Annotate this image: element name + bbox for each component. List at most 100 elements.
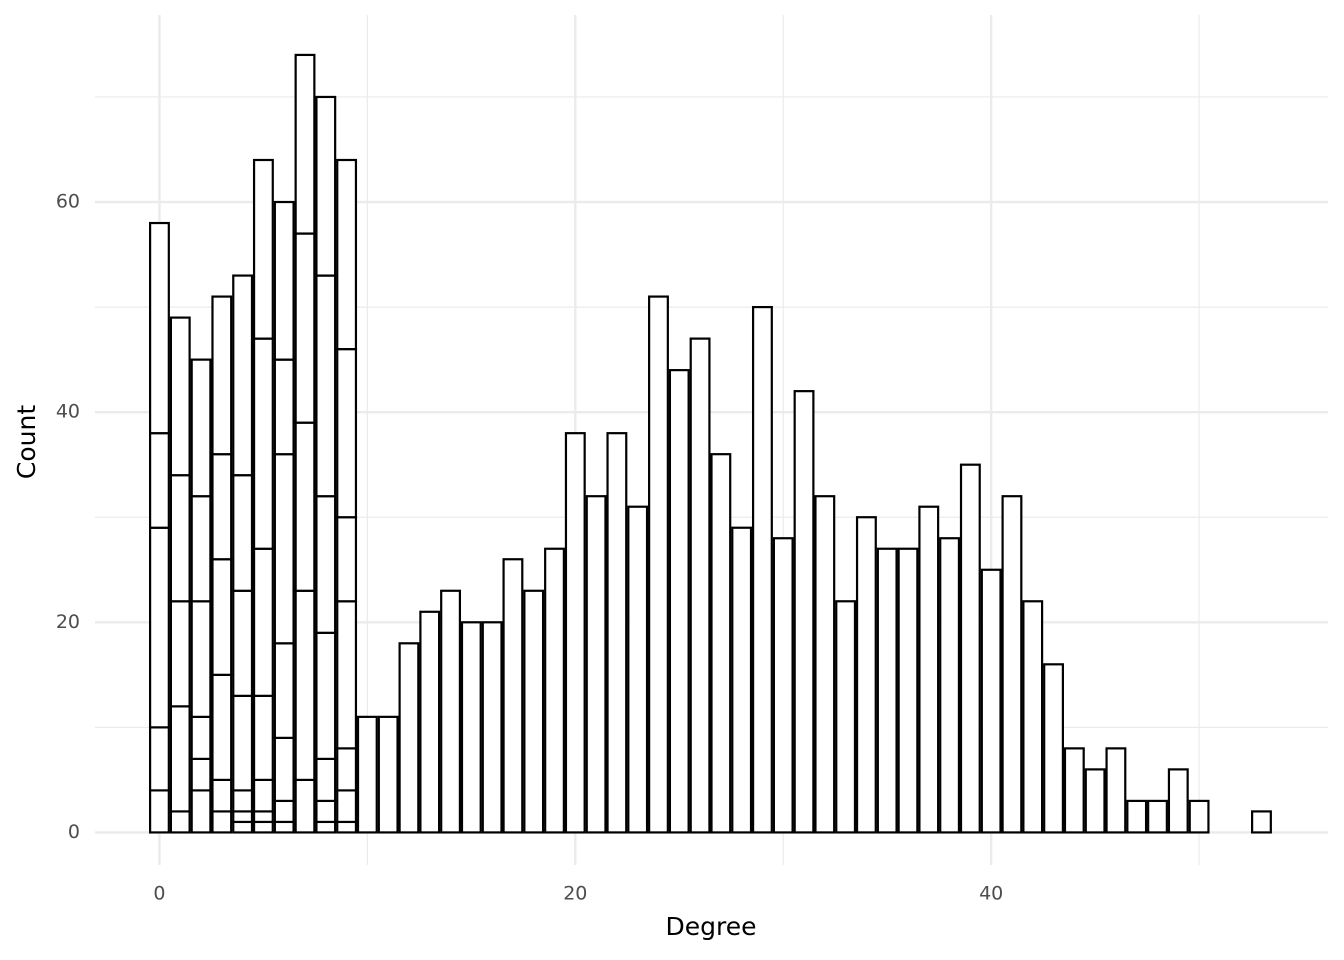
bar-segment	[876, 547, 898, 834]
bar-segment	[190, 495, 212, 603]
bar-segment	[398, 642, 420, 834]
bar-segment	[315, 757, 337, 803]
bar-segment	[294, 589, 316, 781]
bar-segment	[273, 358, 295, 456]
bar-segment	[564, 432, 586, 834]
bar-segment	[1105, 747, 1127, 834]
bar-segment	[502, 558, 524, 834]
bar-segment	[149, 526, 170, 729]
bar-segment	[1001, 495, 1023, 834]
bar-segment	[544, 547, 565, 834]
bar-segment	[336, 348, 358, 519]
bar-segment	[336, 747, 358, 792]
bar-segment	[939, 537, 961, 834]
bar-segment	[273, 200, 295, 361]
bar-segment	[211, 558, 233, 676]
bar-segment	[169, 474, 191, 603]
bar-segment	[1167, 768, 1189, 834]
bar-segment	[481, 621, 503, 834]
bar-segment	[273, 799, 295, 824]
y-tick-label: 60	[56, 191, 80, 213]
bar-segment	[252, 547, 274, 697]
bar-segment	[356, 715, 378, 834]
x-tick-label: 40	[979, 883, 1003, 905]
bar-segment	[273, 820, 295, 834]
bar-segment	[627, 505, 649, 834]
bar-segment	[897, 547, 919, 834]
bar-segment	[980, 568, 1002, 834]
bars	[149, 53, 1272, 834]
bar-segment	[336, 600, 358, 750]
bar-segment	[959, 463, 981, 834]
bar-segment	[211, 453, 233, 561]
bar-segment	[315, 820, 337, 834]
bar-segment	[294, 778, 316, 834]
bar-segment	[149, 789, 170, 834]
bar-segment	[751, 305, 773, 834]
bar-segment	[232, 820, 254, 834]
bar-segment	[731, 526, 753, 834]
bar-segment	[149, 726, 170, 792]
bar-segment	[1188, 799, 1210, 834]
bar-segment	[252, 810, 274, 824]
bar-segment	[169, 600, 191, 708]
bar-segment	[793, 390, 815, 834]
bar-segment	[252, 337, 274, 550]
bar-segment	[252, 820, 274, 834]
bar-segment	[315, 495, 337, 634]
bar-segment	[1147, 799, 1168, 834]
bar-segment	[668, 369, 690, 834]
bar-segment	[252, 778, 274, 813]
bar-segment	[336, 158, 358, 351]
bar-segment	[190, 715, 212, 760]
bar-segment	[273, 453, 295, 645]
bar-segment	[1043, 663, 1064, 834]
y-tick-label: 20	[56, 611, 80, 633]
bar-segment	[315, 799, 337, 824]
bar-segment	[606, 432, 628, 834]
bar-segment	[336, 516, 358, 603]
bar-segment	[294, 232, 316, 424]
bar-segment	[149, 432, 170, 529]
bar-segment	[232, 274, 254, 477]
bar-segment	[232, 589, 254, 697]
bar-segment	[232, 694, 254, 792]
bar-segment	[252, 694, 274, 781]
bar-segment	[523, 589, 545, 834]
bar-segment	[294, 421, 316, 592]
bar-segment	[1126, 799, 1148, 834]
y-tick-label: 0	[68, 821, 80, 843]
bar-segment	[273, 736, 295, 803]
bar-segment	[315, 631, 337, 760]
bar-segment	[460, 621, 482, 834]
bar-segment	[169, 705, 191, 813]
bar-segment	[149, 221, 170, 435]
bar-segment	[232, 789, 254, 813]
bar-segment	[211, 295, 233, 456]
bar-segment	[440, 589, 462, 834]
bar-segment	[190, 757, 212, 792]
bar-segment	[336, 820, 358, 834]
bar-segment	[814, 495, 836, 834]
bar-segment	[190, 600, 212, 718]
bar-segment	[190, 358, 212, 498]
bar-segment	[211, 778, 233, 813]
bar-segment	[169, 810, 191, 834]
bar-segment	[252, 158, 274, 340]
bar-segment	[918, 505, 940, 834]
bar-segment	[211, 810, 233, 834]
bar-segment	[211, 673, 233, 781]
bar-segment	[419, 610, 441, 834]
bar-segment	[855, 516, 877, 834]
x-axis-title: Degree	[666, 912, 757, 941]
bar-segment	[710, 453, 732, 834]
bar-segment	[315, 274, 337, 498]
bar-segment	[1022, 600, 1044, 834]
bar-segment	[232, 810, 254, 824]
bar-segment	[169, 316, 191, 477]
bar-segment	[835, 600, 857, 834]
bar-segment	[232, 474, 254, 592]
bar-segment	[1251, 810, 1272, 834]
bar-segment	[377, 715, 399, 834]
